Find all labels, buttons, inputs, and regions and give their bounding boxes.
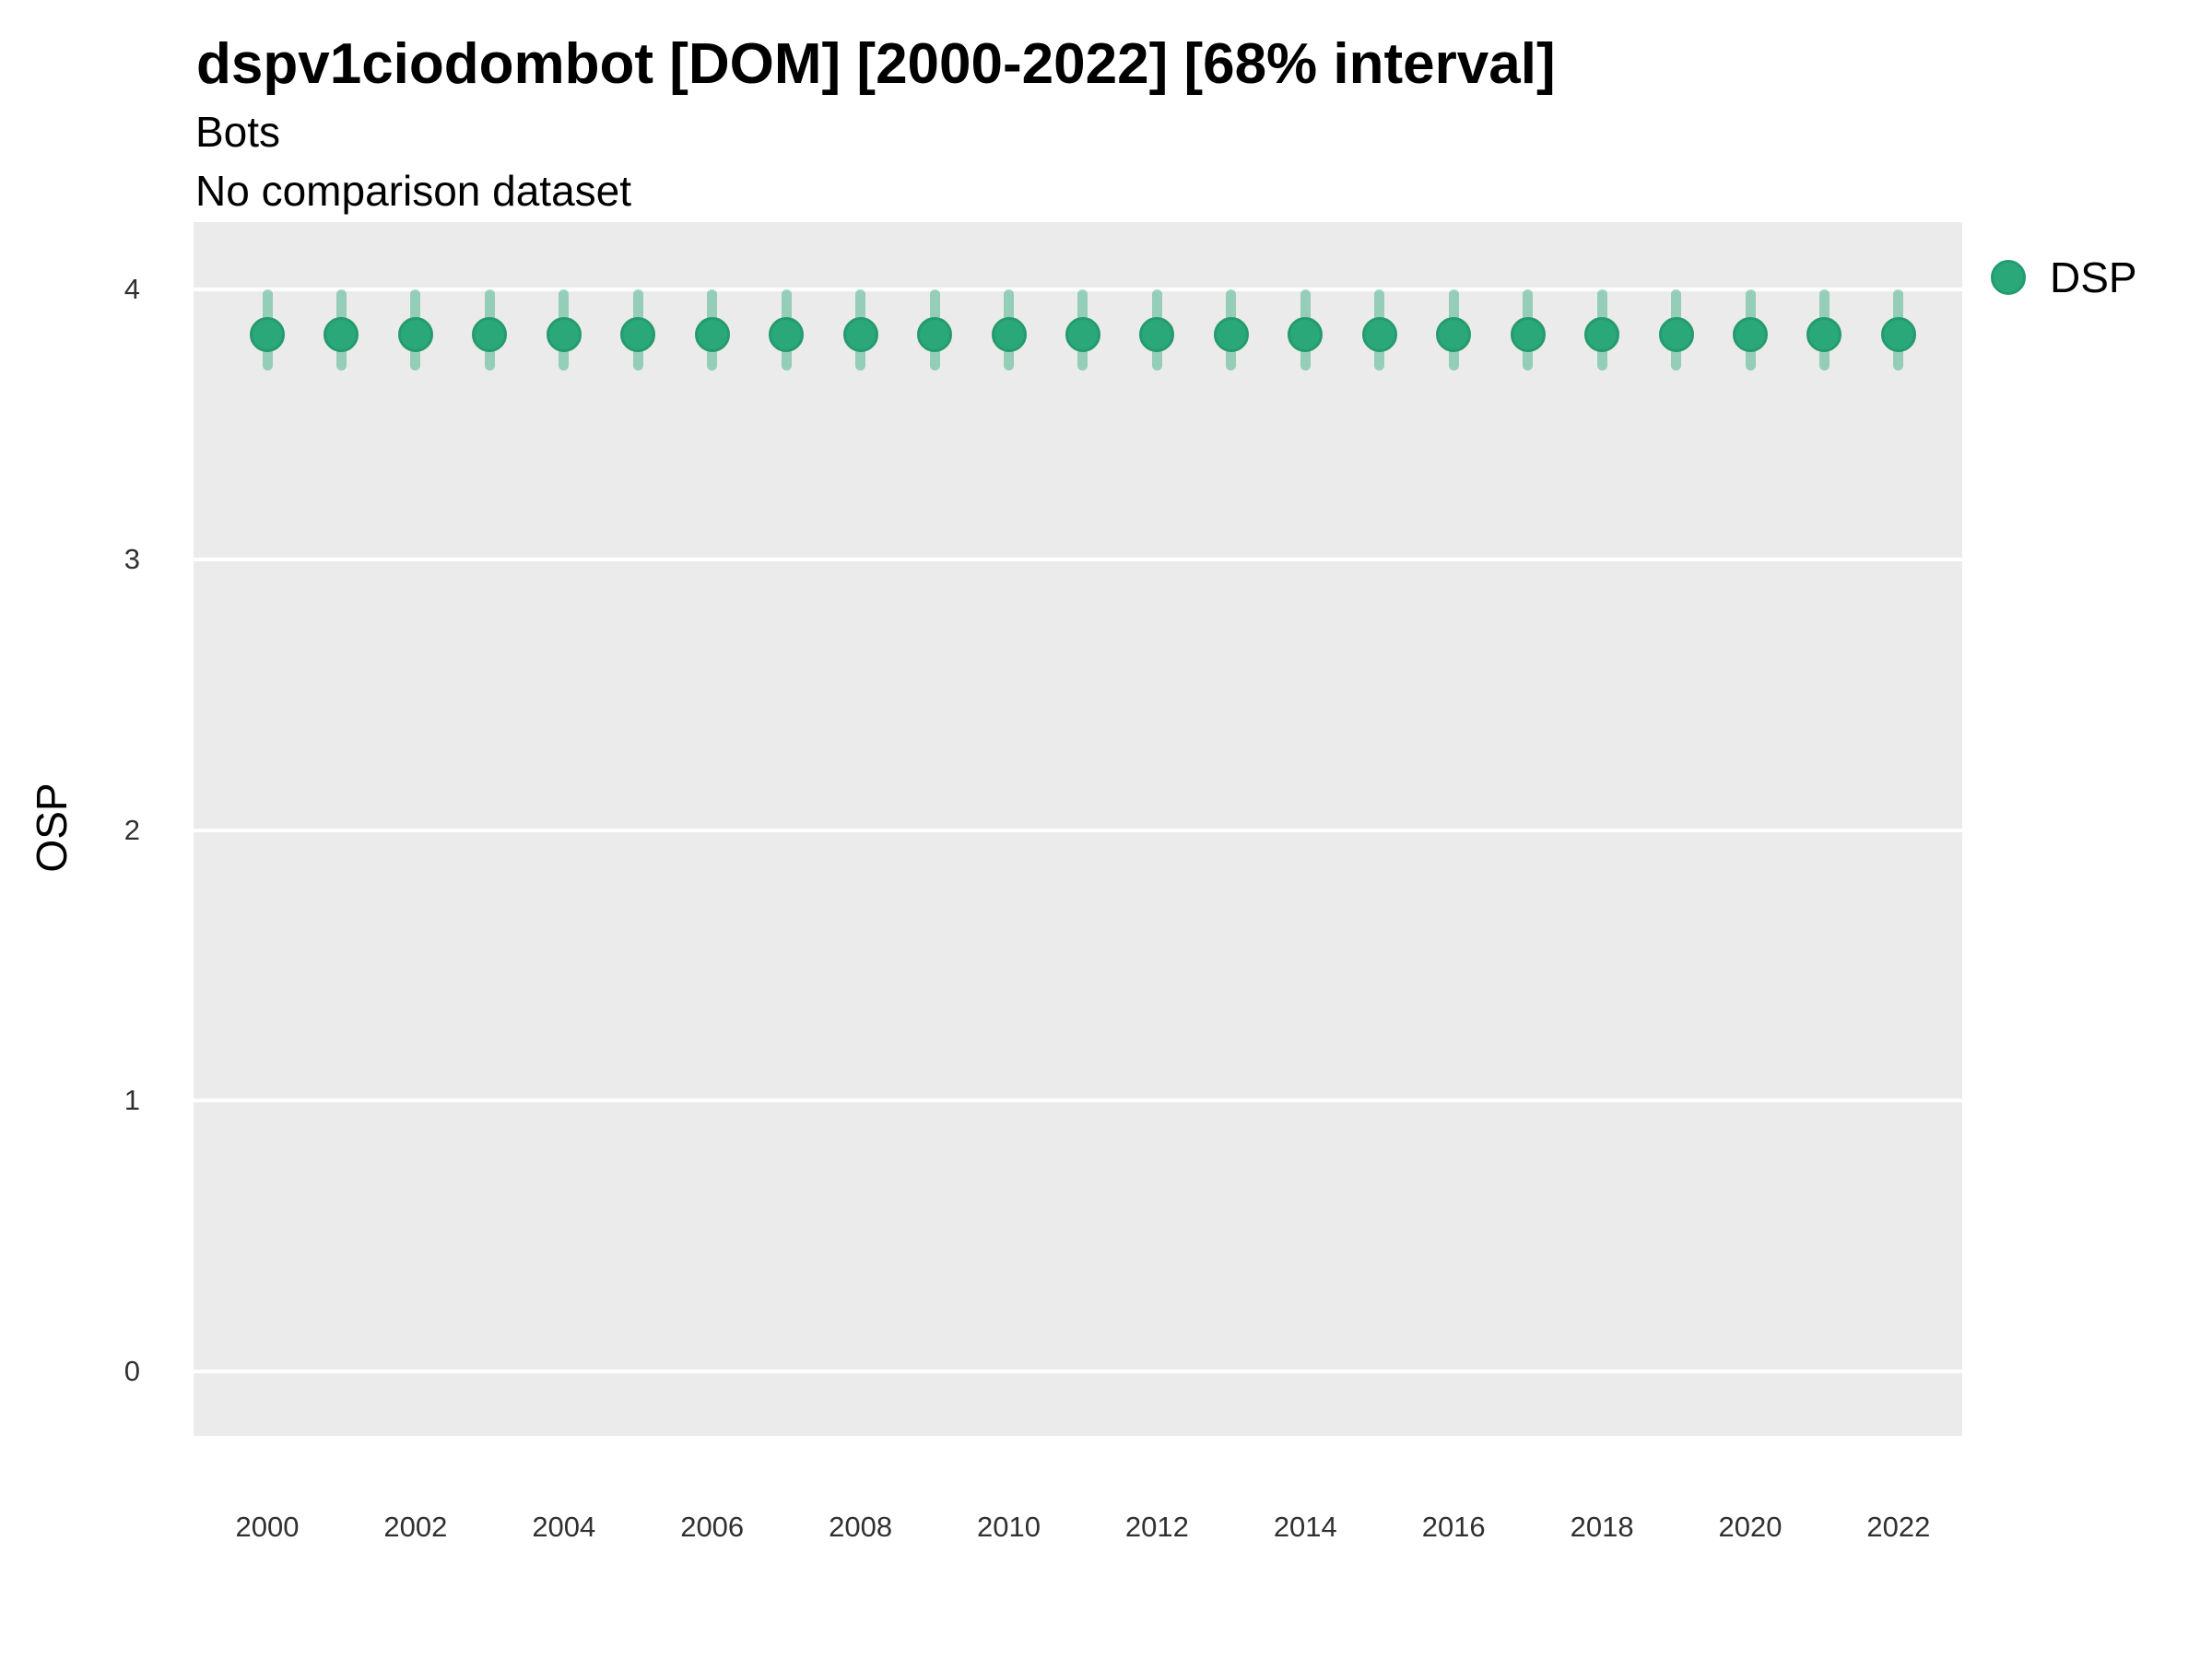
legend-item-label: DSP bbox=[2050, 253, 2137, 301]
gridline-y-4 bbox=[194, 287, 1962, 291]
x-tick-label: 2018 bbox=[1570, 1511, 1634, 1543]
data-point bbox=[917, 317, 953, 353]
x-tick-label: 2010 bbox=[977, 1511, 1041, 1543]
x-tick-label: 2022 bbox=[1866, 1511, 1931, 1543]
data-point bbox=[620, 317, 656, 353]
data-point bbox=[250, 317, 285, 353]
chart-subtitle: Bots bbox=[195, 108, 281, 156]
data-point bbox=[546, 317, 582, 353]
y-tick-label: 0 bbox=[124, 1354, 140, 1387]
data-point bbox=[1658, 317, 1694, 353]
data-point bbox=[1806, 317, 1842, 353]
y-tick-label: 2 bbox=[124, 813, 140, 846]
legend: DSP bbox=[1991, 253, 2137, 301]
x-tick-label: 2002 bbox=[383, 1511, 448, 1543]
y-tick-label: 4 bbox=[124, 272, 140, 305]
data-point bbox=[1213, 317, 1249, 353]
data-point bbox=[472, 317, 508, 353]
data-point bbox=[694, 317, 730, 353]
x-tick-label: 2006 bbox=[680, 1511, 745, 1543]
x-tick-label: 2008 bbox=[829, 1511, 893, 1543]
gridline-y-2 bbox=[194, 828, 1962, 832]
data-point bbox=[991, 317, 1027, 353]
data-point bbox=[1436, 317, 1472, 353]
legend-marker-icon bbox=[1991, 260, 2026, 295]
data-point bbox=[1288, 317, 1324, 353]
data-point bbox=[397, 317, 433, 353]
x-tick-label: 2004 bbox=[532, 1511, 596, 1543]
data-point bbox=[1733, 317, 1768, 353]
y-tick-label: 3 bbox=[124, 543, 140, 575]
data-point bbox=[324, 317, 359, 353]
gridline-y-3 bbox=[194, 558, 1962, 561]
data-point bbox=[842, 317, 878, 353]
data-point bbox=[1510, 317, 1546, 353]
data-point bbox=[769, 317, 805, 353]
x-tick-label: 2016 bbox=[1421, 1511, 1486, 1543]
x-tick-label: 2012 bbox=[1124, 1511, 1189, 1543]
gridline-y-0 bbox=[194, 1369, 1962, 1373]
x-tick-label: 2014 bbox=[1273, 1511, 1337, 1543]
comparison-note: No comparison dataset bbox=[195, 167, 632, 215]
data-point bbox=[1584, 317, 1620, 353]
data-point bbox=[1139, 317, 1175, 353]
chart-title: dspv1ciodombot [DOM] [2000-2022] [68% in… bbox=[196, 32, 1556, 96]
gridline-y-1 bbox=[194, 1099, 1962, 1102]
data-point bbox=[1361, 317, 1397, 353]
x-tick-label: 2000 bbox=[235, 1511, 300, 1543]
plot-panel bbox=[194, 222, 1962, 1436]
data-point bbox=[1880, 317, 1916, 353]
data-point bbox=[1065, 317, 1100, 353]
y-tick-label: 1 bbox=[124, 1084, 140, 1116]
x-tick-label: 2020 bbox=[1718, 1511, 1783, 1543]
